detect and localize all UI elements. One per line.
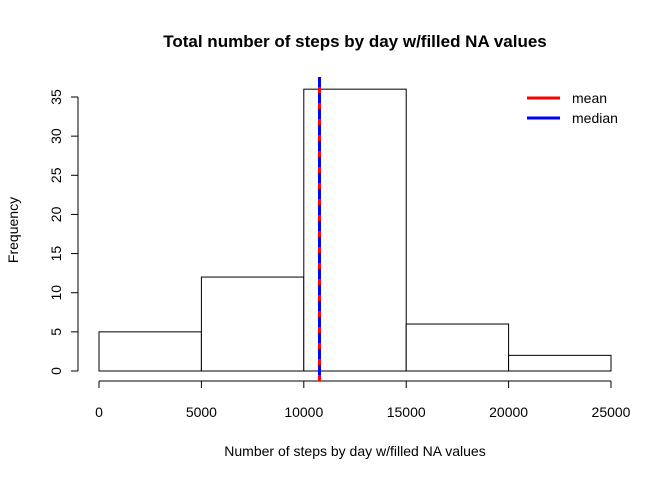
histogram-bar [200,276,305,372]
y-tick-label: 10 [48,285,64,301]
x-tick-label: 0 [95,404,103,420]
y-axis: 0 5 10 15 20 25 30 35 [48,89,79,375]
y-tick-label: 25 [48,167,64,183]
legend-mean-label: mean [572,90,607,106]
y-tick-label: 0 [48,367,64,375]
x-tick-label: 25000 [592,404,631,420]
histogram-bar [98,331,202,372]
legend: mean median [527,90,618,126]
histogram-bars [98,88,612,372]
x-tick-label: 15000 [387,404,426,420]
legend-median-label: median [572,110,618,126]
y-axis-label: Frequency [5,197,21,263]
y-tick-label: 20 [48,206,64,222]
y-tick-label: 30 [48,128,64,144]
x-tick-label: 10000 [284,404,323,420]
x-tick-label: 5000 [186,404,217,420]
x-axis: 0 5000 10000 15000 20000 25000 [95,380,631,420]
histogram-bar [405,323,510,372]
y-tick-label: 5 [48,328,64,336]
x-tick-label: 20000 [489,404,528,420]
x-axis-label: Number of steps by day w/filled NA value… [224,443,485,459]
chart-title: Total number of steps by day w/filled NA… [163,32,547,51]
y-tick-label: 15 [48,246,64,262]
y-tick-label: 35 [48,89,64,105]
histogram-bar [508,354,612,372]
